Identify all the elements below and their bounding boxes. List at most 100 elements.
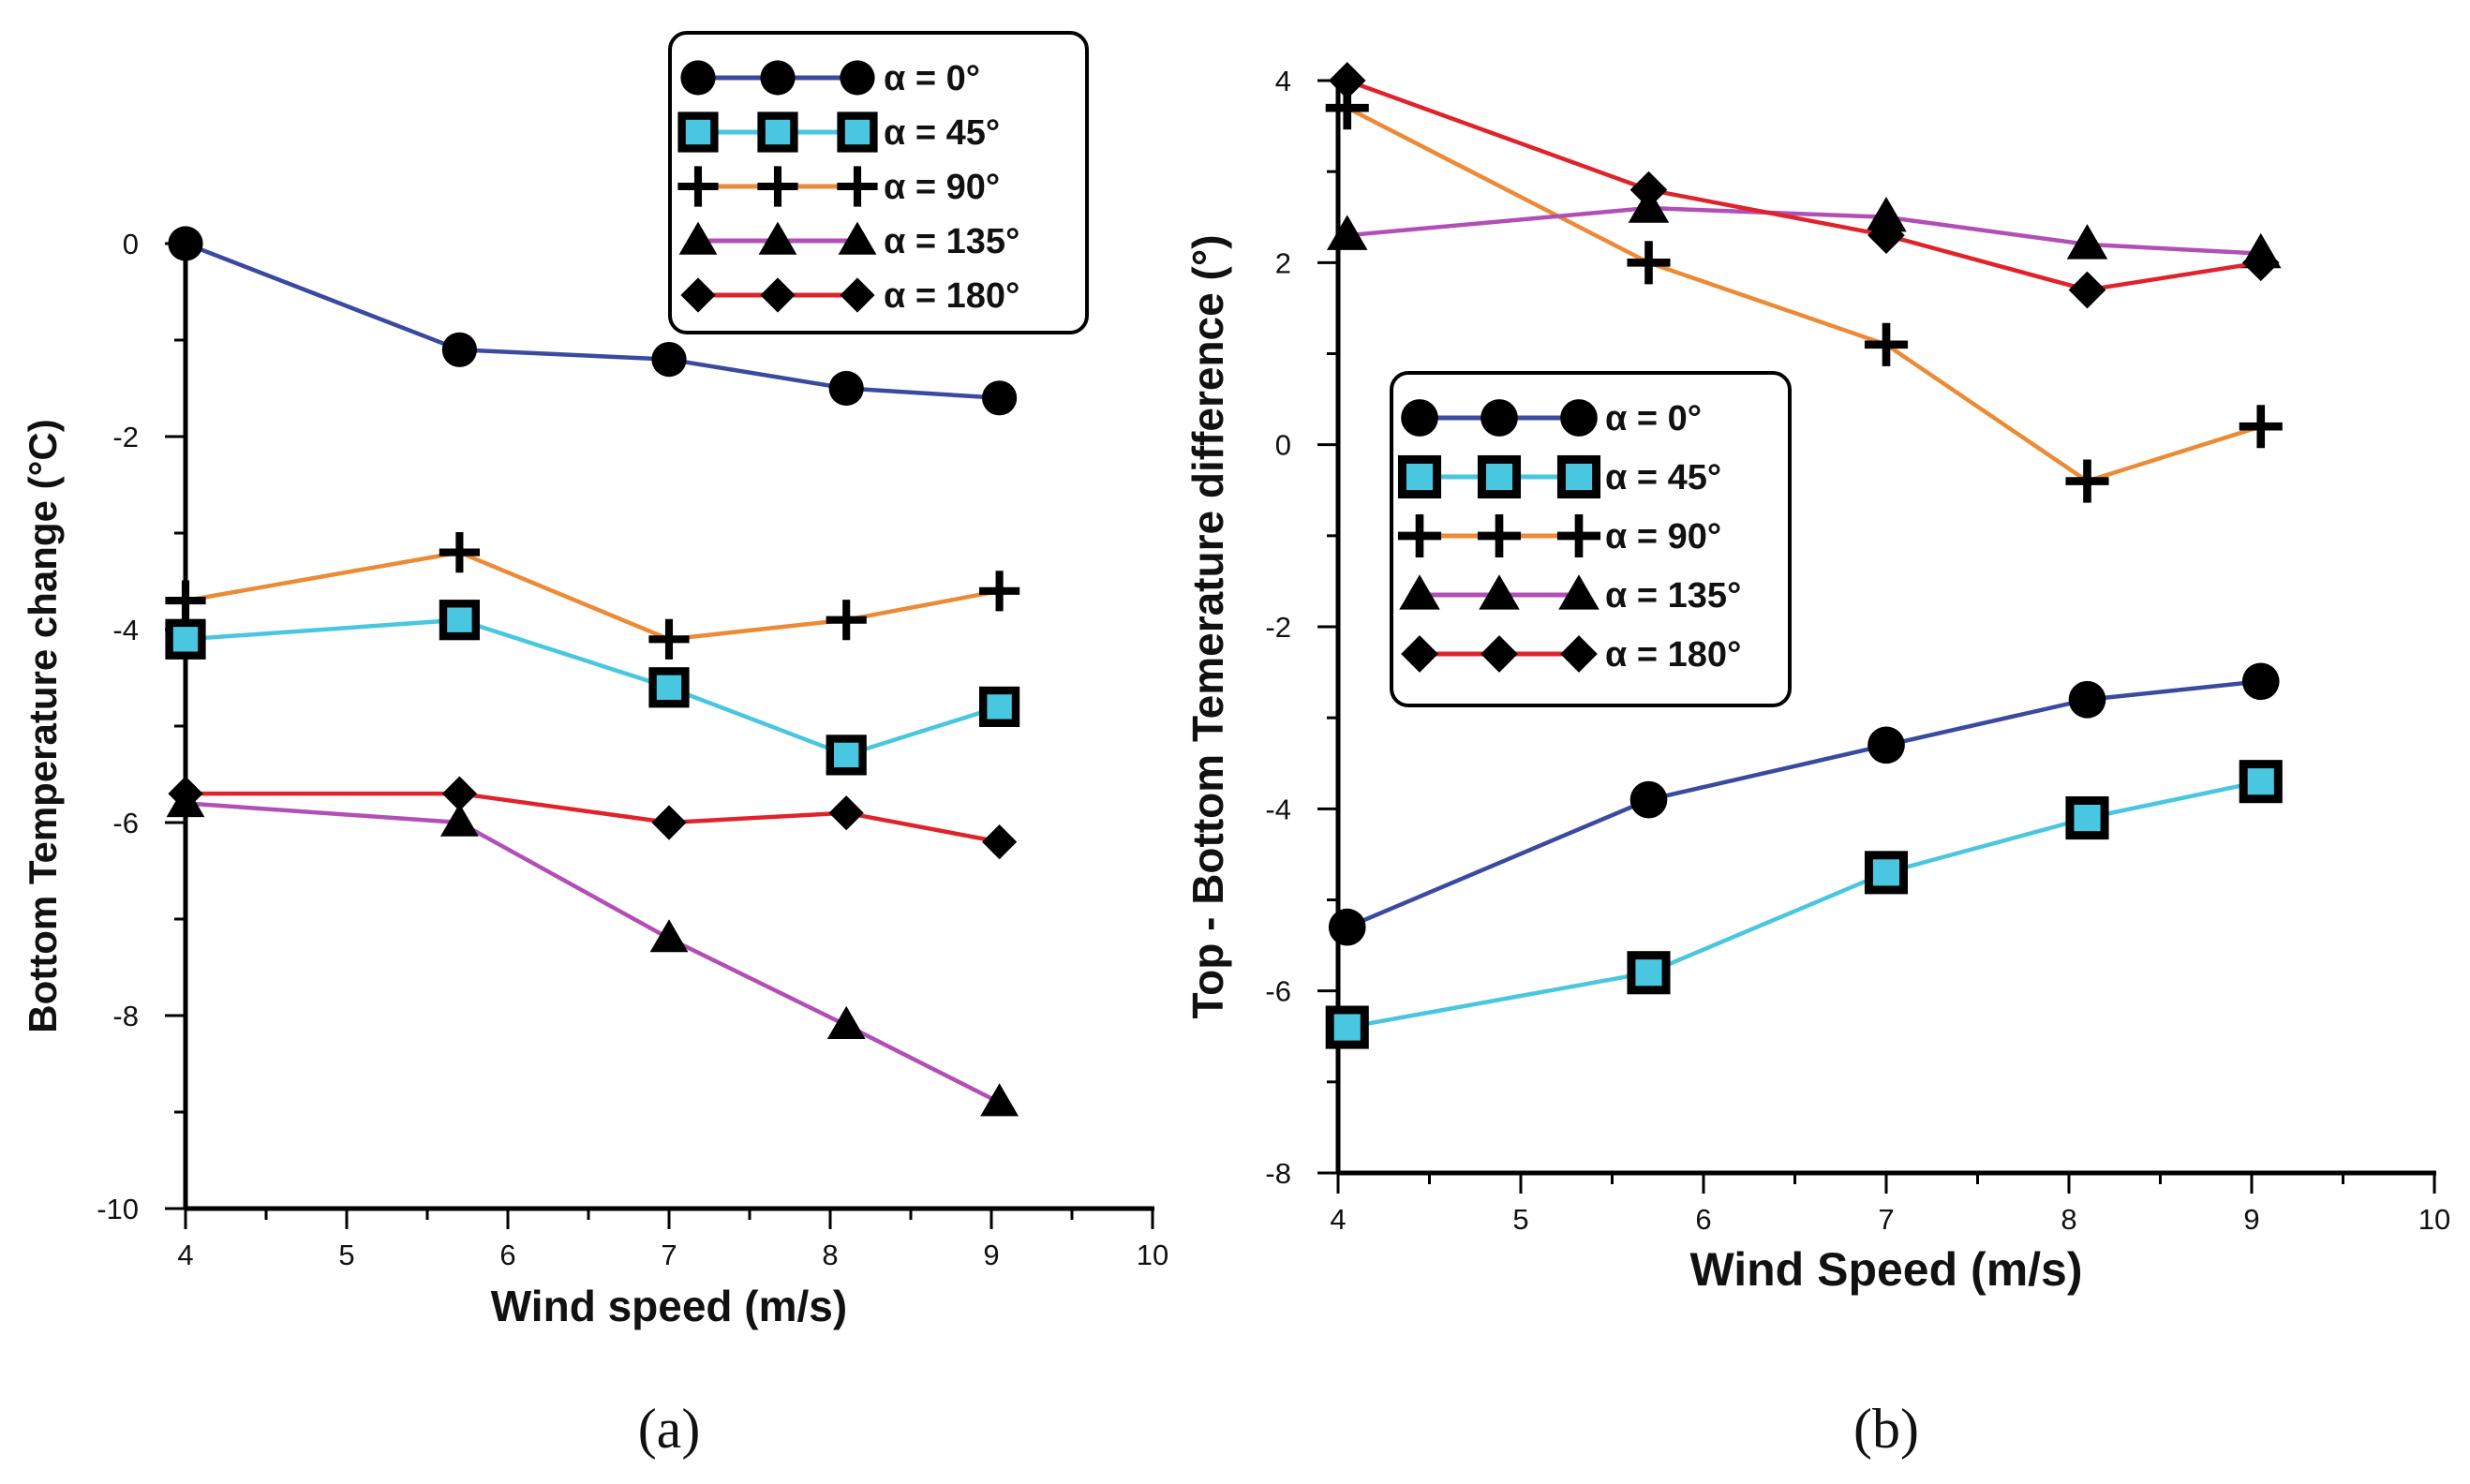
legend-label: α = 90° <box>884 168 1000 207</box>
legend-marker <box>1397 454 1442 499</box>
legend-entry: α = 180° <box>680 276 1019 316</box>
x-tick-label: 7 <box>661 1239 677 1271</box>
legend-marker <box>677 166 719 207</box>
legend-marker <box>840 277 875 313</box>
y-tick-label: 0 <box>123 228 139 260</box>
legend-marker <box>757 166 798 207</box>
x-tick-label: 6 <box>1695 1203 1711 1236</box>
legend-entry: α = 45° <box>677 111 1000 153</box>
legend-marker <box>1397 513 1442 558</box>
legend-label: α = 0° <box>884 59 980 98</box>
legend-marker <box>1558 574 1600 610</box>
legend-marker <box>1481 635 1518 673</box>
y-tick-label: -6 <box>1265 975 1291 1008</box>
data-point <box>2065 796 2109 840</box>
series-4 <box>168 776 1018 860</box>
data-point <box>1866 196 1907 232</box>
data-point <box>1328 62 1366 99</box>
series-3 <box>1326 187 2282 269</box>
legend-marker <box>1399 574 1440 610</box>
panel-label: (b) <box>1853 1398 1919 1460</box>
y-tick-label: 2 <box>1275 246 1291 279</box>
y-axis-label: Bottom Temperature change (°C) <box>21 419 65 1032</box>
data-point <box>441 776 477 811</box>
data-point <box>980 1083 1019 1117</box>
x-tick-label: 9 <box>983 1239 999 1271</box>
legend-marker <box>837 166 878 207</box>
series-line <box>185 617 1001 758</box>
legend-entry: α = 90° <box>677 166 1000 207</box>
legend-marker <box>1560 635 1598 673</box>
data-point <box>978 686 1020 727</box>
legend-marker <box>1477 513 1522 558</box>
data-point <box>441 332 477 367</box>
data-point <box>1629 780 1668 819</box>
legend-marker <box>678 221 718 255</box>
legend-marker <box>1556 454 1601 499</box>
legend-marker <box>838 221 877 255</box>
data-point <box>1328 908 1366 946</box>
y-tick-label: -4 <box>112 614 139 646</box>
series-line <box>186 791 1001 844</box>
series-2 <box>165 532 1020 660</box>
x-tick-label: 5 <box>338 1239 354 1271</box>
legend-marker <box>757 111 798 153</box>
data-point <box>2068 271 2106 309</box>
data-point <box>826 600 867 641</box>
legend-marker <box>760 277 796 313</box>
data-point <box>648 618 690 660</box>
data-point <box>979 571 1020 612</box>
legend-entry: α = 45° <box>1397 454 1721 499</box>
data-point <box>1325 1005 1369 1049</box>
data-point <box>439 600 480 641</box>
data-point <box>2066 224 2108 260</box>
legend-marker <box>680 277 716 313</box>
series-3 <box>166 784 1019 1117</box>
x-tick-label: 10 <box>2418 1203 2450 1236</box>
data-point <box>2065 459 2109 503</box>
legend-label: α = 180° <box>1605 635 1741 675</box>
data-point <box>2241 662 2280 701</box>
data-point <box>982 380 1018 416</box>
legend-marker <box>1477 454 1522 499</box>
legend-entry: α = 180° <box>1401 635 1741 675</box>
data-point <box>1627 241 1671 285</box>
x-tick-label: 8 <box>2061 1203 2076 1236</box>
data-point <box>1627 951 1671 995</box>
data-point <box>440 803 479 837</box>
legend: α = 0° α = 45° α = 90° α = 135° α = 180° <box>1390 371 1792 707</box>
legend-marker <box>677 111 719 153</box>
data-point <box>982 824 1018 860</box>
y-tick-label: -2 <box>1265 611 1291 644</box>
legend-marker <box>680 60 716 96</box>
data-point <box>1864 322 1909 366</box>
data-point <box>828 370 864 407</box>
legend-label: α = 135° <box>1605 576 1741 616</box>
y-tick-label: 0 <box>1275 429 1291 462</box>
legend-marker <box>1479 574 1520 610</box>
y-axis-label: Top - Bottom Temerature difference (°) <box>1183 234 1232 1018</box>
data-point <box>2239 405 2283 449</box>
chart-a: 4 5 6 7 8 9 10 0 -2 -4 -6 -8 -10 Wind speed (m/s) Bott… <box>21 31 1168 1460</box>
series-0 <box>168 226 1018 416</box>
legend-marker <box>1481 399 1518 437</box>
legend-entry: α = 90° <box>1397 513 1721 558</box>
y-tick-label: -4 <box>1265 793 1291 825</box>
data-point <box>1326 215 1368 250</box>
x-tick-label: 6 <box>499 1239 515 1271</box>
data-point <box>649 919 689 953</box>
data-point <box>168 226 203 261</box>
legend-marker <box>1556 513 1601 558</box>
series-line <box>185 550 1001 642</box>
legend-entry: α = 135° <box>1399 574 1741 616</box>
series-4 <box>1328 62 2280 309</box>
data-point <box>2239 760 2283 804</box>
series-1 <box>1325 760 2283 1049</box>
x-tick-label: 7 <box>1878 1203 1894 1236</box>
data-point <box>1867 216 1905 255</box>
x-axis-label: Wind speed (m/s) <box>491 1282 847 1330</box>
y-tick-label: 4 <box>1275 65 1291 97</box>
data-point <box>826 1005 866 1039</box>
legend-label: α = 180° <box>884 276 1019 316</box>
